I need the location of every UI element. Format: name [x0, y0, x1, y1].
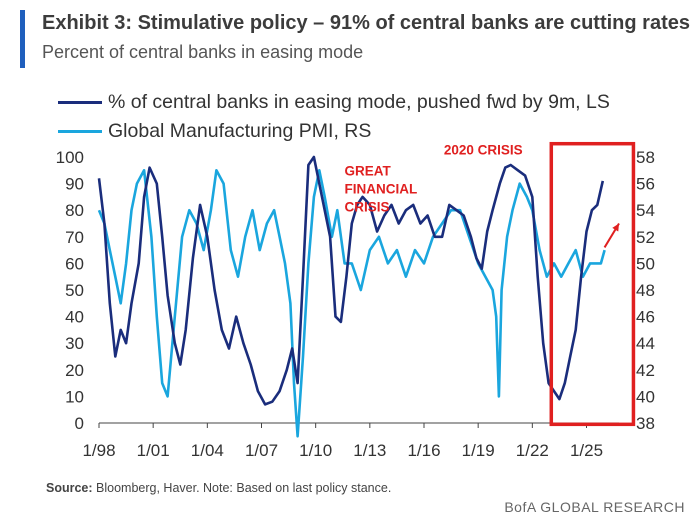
x-tick-label: 1/13 — [353, 441, 386, 460]
y-right-tick-label: 46 — [636, 308, 655, 327]
annotation-1-line: GREAT — [345, 164, 392, 179]
x-tick-label: 1/10 — [299, 441, 332, 460]
x-tick-label: 1/25 — [570, 441, 603, 460]
y-right-tick-label: 42 — [636, 361, 655, 380]
legend-item-series-1: % of central banks in easing mode, pushe… — [58, 88, 610, 116]
y-left-tick-label: 60 — [65, 254, 84, 273]
y-left-tick-label: 0 — [75, 414, 84, 433]
y-right-tick-label: 58 — [636, 148, 655, 167]
y-left-tick-label: 100 — [56, 148, 84, 167]
y-right-tick-label: 38 — [636, 414, 655, 433]
y-left-tick-label: 10 — [65, 387, 84, 406]
legend-swatch-series-2 — [58, 129, 102, 133]
x-tick-label: 1/19 — [462, 441, 495, 460]
x-tick-label: 1/98 — [82, 441, 115, 460]
legend-swatch-series-1 — [58, 100, 102, 104]
chart-title: Exhibit 3: Stimulative policy – 91% of c… — [42, 12, 690, 34]
y-right-tick-label: 44 — [636, 334, 655, 353]
source-label: Source: — [46, 481, 93, 495]
y-right-tick-label: 48 — [636, 281, 655, 300]
annotation-2-line: 2020 CRISIS — [444, 142, 523, 157]
x-tick-label: 1/04 — [191, 441, 224, 460]
title-accent-bar — [20, 10, 25, 68]
y-right-tick-label: 50 — [636, 254, 655, 273]
brand-logo: BofA GLOBAL RESEARCH — [504, 499, 685, 515]
annotation-1-line: FINANCIAL — [345, 182, 418, 197]
y-left-tick-label: 30 — [65, 334, 84, 353]
y-left-tick-label: 50 — [65, 281, 84, 300]
legend-item-series-2: Global Manufacturing PMI, RS — [58, 117, 371, 145]
y-left-tick-label: 70 — [65, 228, 84, 247]
series-line-1 — [97, 155, 605, 406]
y-right-tick-label: 56 — [636, 175, 655, 194]
arrow-head — [612, 223, 619, 232]
y-left-tick-label: 90 — [65, 175, 84, 194]
highlight-box — [549, 141, 636, 427]
legend-label-series-1: % of central banks in easing mode, pushe… — [108, 90, 610, 113]
y-right-tick-label: 54 — [636, 201, 655, 220]
x-tick-label: 1/07 — [245, 441, 278, 460]
y-right-tick-label: 40 — [636, 387, 655, 406]
y-left-tick-label: 20 — [65, 361, 84, 380]
y-right-tick-label: 52 — [636, 228, 655, 247]
source-note: Source: Bloomberg, Haver. Note: Based on… — [46, 481, 391, 495]
series-line-2 — [97, 169, 606, 438]
chart-svg: 0 10 20 30 40 50 60 70 80 90 100 38 40 42 44 46 48 50 52 54… — [56, 141, 655, 460]
chart-subtitle: Percent of central banks in easing mode — [42, 42, 364, 62]
x-tick-label: 1/01 — [137, 441, 170, 460]
x-tick-label: 1/22 — [516, 441, 549, 460]
y-left-tick-label: 40 — [65, 308, 84, 327]
y-left-tick-label: 80 — [65, 201, 84, 220]
annotation-1-line: CRISIS — [345, 200, 390, 215]
x-tick-label: 1/16 — [407, 441, 440, 460]
legend-label-series-2: Global Manufacturing PMI, RS — [108, 119, 372, 142]
source-text: Bloomberg, Haver. Note: Based on last po… — [92, 481, 392, 495]
